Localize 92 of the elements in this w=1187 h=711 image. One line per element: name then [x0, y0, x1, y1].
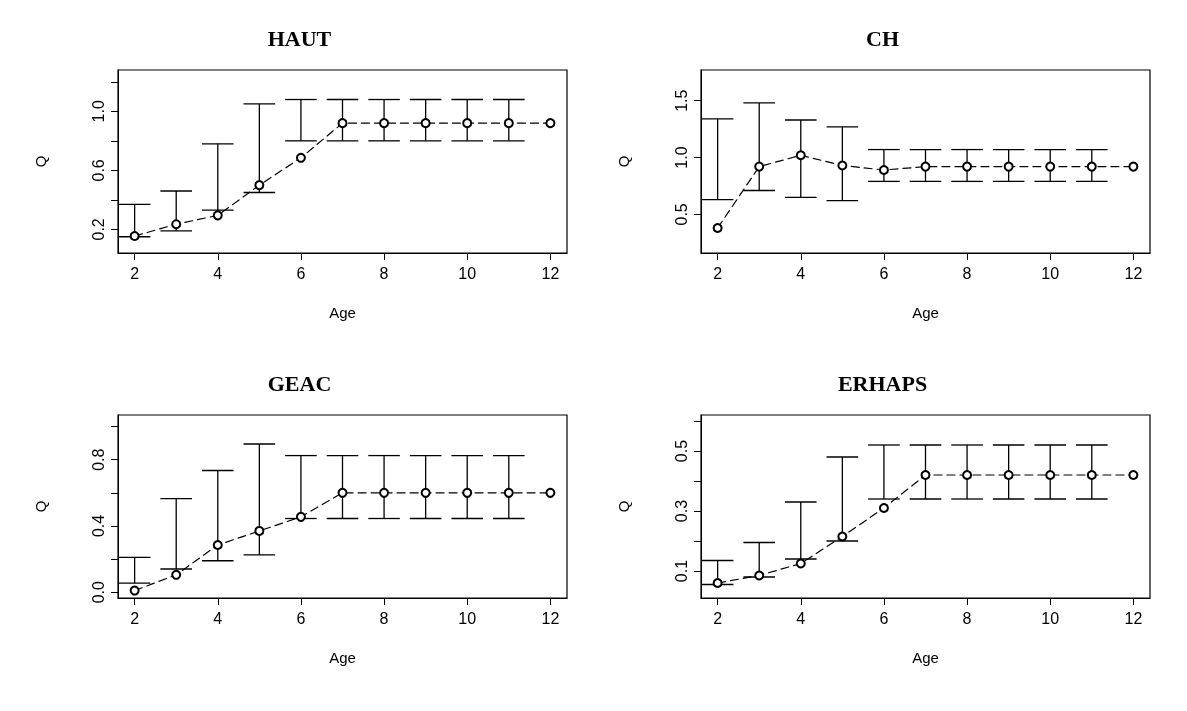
point: [503, 118, 514, 129]
y-tick-label: 0.8: [89, 448, 107, 471]
point: [129, 231, 140, 242]
y-tick-label: 0.5: [672, 203, 690, 226]
point: [212, 210, 223, 221]
chart-title: ERHAPS: [837, 370, 928, 396]
x-axis-title: Age: [329, 649, 356, 666]
y-tick-label: 0.5: [672, 439, 690, 463]
point: [129, 585, 140, 596]
y-tick-label: 0.1: [672, 559, 690, 583]
point: [1003, 470, 1014, 480]
point: [1128, 470, 1139, 480]
x-tick-label: 4: [796, 609, 806, 627]
y-tick-label: 0.4: [89, 514, 107, 538]
x-tick-label: 6: [879, 264, 889, 282]
chart-title: GEAC: [267, 370, 332, 396]
y-tick-label: 0.2: [89, 218, 107, 241]
point: [379, 118, 390, 129]
point: [1045, 161, 1056, 172]
chart-title: CH: [866, 25, 899, 51]
chart-title: HAUT: [267, 25, 332, 51]
x-tick-label: 12: [541, 264, 560, 282]
x-tick-label: 2: [130, 264, 140, 282]
point: [295, 152, 306, 163]
x-tick-label: 8: [379, 264, 389, 282]
x-tick-label: 4: [213, 264, 223, 282]
x-tick-label: 12: [1124, 264, 1143, 282]
point: [337, 487, 348, 498]
x-axis-title: Age: [329, 304, 356, 321]
point: [337, 118, 348, 129]
y-tick-label: 0.6: [89, 159, 107, 182]
point: [920, 161, 931, 172]
x-tick-label: 2: [130, 609, 140, 627]
point: [878, 503, 889, 513]
y-axis-title: Q: [32, 155, 49, 168]
x-tick-label: 10: [458, 609, 477, 627]
x-tick-label: 12: [1124, 609, 1143, 627]
x-tick-label: 6: [879, 609, 889, 627]
point: [545, 487, 556, 498]
x-tick-label: 6: [296, 609, 306, 627]
x-tick-label: 8: [379, 609, 389, 627]
point: [920, 470, 931, 480]
point: [1045, 470, 1056, 480]
x-tick-label: 10: [1041, 264, 1060, 282]
point: [379, 487, 390, 498]
point: [1086, 161, 1097, 172]
y-tick-label: 1.5: [672, 89, 690, 112]
x-tick-label: 4: [796, 264, 806, 282]
point: [878, 165, 889, 176]
point: [545, 118, 556, 129]
point: [837, 531, 848, 542]
point: [962, 161, 973, 172]
y-axis-title: Q: [615, 500, 632, 513]
point: [1128, 161, 1139, 172]
point: [295, 511, 306, 522]
x-tick-label: 12: [541, 609, 560, 627]
point: [962, 470, 973, 480]
point: [171, 219, 182, 230]
point: [1086, 470, 1097, 480]
point: [795, 558, 806, 569]
x-tick-label: 6: [296, 264, 306, 282]
x-tick-label: 10: [458, 264, 477, 282]
x-axis-title: Age: [912, 649, 939, 666]
point: [712, 223, 723, 233]
point: [837, 160, 848, 171]
point: [212, 540, 223, 550]
point: [503, 487, 514, 498]
y-tick-label: 1.0: [672, 146, 690, 169]
point: [462, 118, 473, 129]
x-tick-label: 4: [213, 609, 223, 627]
x-tick-label: 8: [962, 609, 972, 627]
point: [754, 570, 765, 581]
x-tick-label: 10: [1041, 609, 1060, 627]
point: [712, 578, 723, 588]
point: [254, 525, 265, 536]
point: [1003, 161, 1014, 172]
y-axis-title: Q: [32, 500, 49, 513]
y-tick-label: 0.3: [672, 499, 690, 523]
point: [254, 180, 265, 191]
point: [754, 161, 765, 172]
point: [420, 118, 431, 129]
point: [462, 487, 473, 498]
y-tick-label: 0.0: [89, 580, 107, 604]
x-tick-label: 2: [713, 609, 723, 627]
x-tick-label: 2: [713, 264, 723, 282]
point: [795, 150, 806, 161]
point: [420, 487, 431, 498]
x-axis-title: Age: [912, 304, 939, 321]
y-tick-label: 1.0: [89, 100, 107, 123]
x-tick-label: 8: [962, 264, 972, 282]
y-axis-title: Q: [615, 155, 632, 168]
point: [171, 569, 182, 580]
